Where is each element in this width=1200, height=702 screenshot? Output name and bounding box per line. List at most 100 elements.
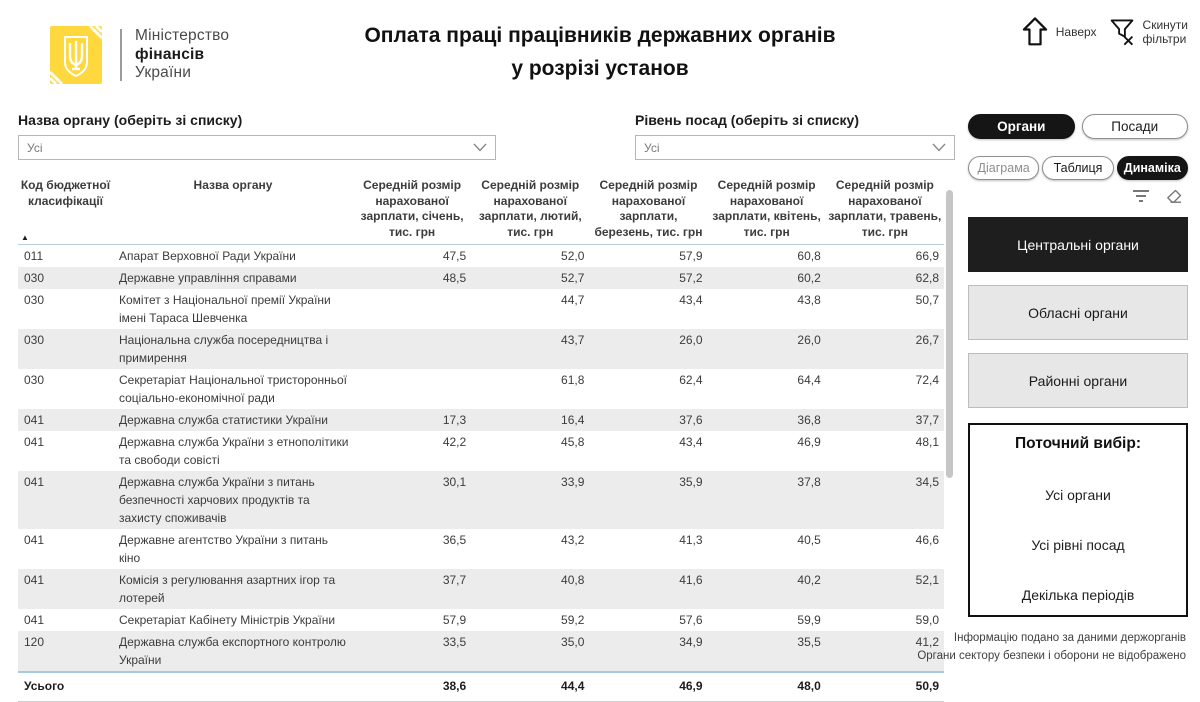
chevron-down-icon: [473, 143, 487, 152]
page-title-line2: у розрізі установ: [511, 56, 689, 80]
cell-salary-value: 37,7: [442, 573, 467, 588]
to-top-button[interactable]: Наверх: [1020, 16, 1097, 48]
column-header-organ[interactable]: Назва органу: [113, 172, 353, 246]
cell-budget-code: 030: [24, 333, 45, 348]
cell-salary-value: [353, 289, 471, 329]
table-header-row: Код бюджетної класифікації ▲ Назва орган…: [18, 172, 944, 246]
table-row[interactable]: 120 Державна служба експортного контролю …: [18, 631, 944, 673]
table-total-row: Усього 38,6 44,4 46,9 48,0 50,9: [18, 671, 944, 702]
cell-organ-name: Державна служба статистики України: [119, 413, 328, 428]
cell-salary-value: 44,7: [561, 293, 585, 308]
cell-budget-code: 041: [24, 413, 45, 428]
logo-divider: [120, 29, 122, 81]
table-row[interactable]: 011 Апарат Верховної Ради України 47,5 52,0…: [18, 245, 944, 268]
tab-table[interactable]: Таблиця: [1042, 156, 1114, 180]
cell-budget-code: 041: [24, 435, 45, 450]
cell-organ-name: Державна служба України з етнополітики т…: [119, 435, 349, 468]
cell-organ-name: Комітет з Національної премії України ім…: [119, 293, 331, 326]
cell-budget-code: 120: [24, 635, 45, 650]
cell-organ-name: Державне управління справами: [119, 271, 297, 286]
organ-filter-dropdown[interactable]: Усі: [18, 135, 496, 160]
selection-item-periods: Декілька періодів: [1021, 587, 1135, 603]
cell-salary-value: 36,8: [797, 413, 821, 428]
up-arrow-icon: [1022, 17, 1047, 46]
footer-note: Інформацію подано за даними держорганів …: [917, 630, 1186, 666]
selection-item-organs: Усі органи: [1045, 487, 1111, 503]
cell-salary-value: 61,8: [561, 373, 585, 388]
tab-dynamics[interactable]: Динаміка: [1116, 156, 1188, 180]
cell-salary-value: 62,4: [679, 373, 703, 388]
cell-budget-code: 041: [24, 533, 45, 548]
column-header-april[interactable]: Середній розмір нарахованої зарплати, кв…: [707, 172, 826, 246]
table-row[interactable]: 041 Секретаріат Кабінету Міністрів Україн…: [18, 609, 944, 631]
minfin-logo: Міністерство фінансів України: [46, 24, 229, 86]
cell-salary-value: 43,2: [561, 533, 585, 548]
table-row[interactable]: 041 Державне агентство України з питань к…: [18, 529, 944, 569]
table-scrollbar[interactable]: [946, 190, 953, 478]
filter-lines-icon[interactable]: [1132, 189, 1150, 205]
cell-budget-code: 041: [24, 613, 45, 628]
cell-salary-value: 35,0: [561, 635, 585, 650]
tab-diagram[interactable]: Діаграма: [968, 156, 1040, 180]
page-title: Оплата праці працівників державних орган…: [290, 20, 910, 85]
cell-salary-value: 37,7: [915, 413, 939, 428]
position-filter-dropdown[interactable]: Усі: [635, 135, 955, 160]
column-header-february[interactable]: Середній розмір нарахованої зарплати, лю…: [471, 172, 590, 246]
table-row[interactable]: 030 Комітет з Національної премії України…: [18, 289, 944, 329]
cell-organ-name: Апарат Верховної Ради України: [119, 249, 296, 264]
cell-budget-code: 011: [24, 249, 44, 264]
cell-budget-code: 041: [24, 475, 45, 490]
cell-organ-name: Секретаріат Кабінету Міністрів України: [119, 613, 336, 628]
cell-budget-code: 030: [24, 271, 45, 286]
cell-salary-value: 33,9: [561, 475, 585, 490]
cell-salary-value: 57,9: [679, 249, 703, 264]
cell-salary-value: 34,5: [915, 475, 939, 490]
cell-salary-value: 52,0: [561, 249, 585, 264]
table-row[interactable]: 030 Державне управління справами 48,5 52,7 5…: [18, 267, 944, 290]
organ-filter-value: Усі: [27, 140, 43, 155]
cell-salary-value: 59,9: [797, 613, 821, 628]
column-header-march[interactable]: Середній розмір нарахованої зарплати, бе…: [589, 172, 708, 246]
central-organs-button[interactable]: Центральні органи: [968, 217, 1188, 272]
cell-salary-value: 26,0: [797, 333, 821, 348]
cell-salary-value: 47,5: [442, 249, 467, 264]
cell-salary-value: 40,2: [797, 573, 821, 588]
cell-salary-value: 40,8: [561, 573, 585, 588]
table-row[interactable]: 041 Державна служба України з питань безп…: [18, 471, 944, 530]
logo-org-line1: Міністерство: [135, 26, 230, 44]
oblast-organs-button[interactable]: Обласні органи: [968, 285, 1188, 340]
cell-salary-value: 57,9: [442, 613, 467, 628]
cell-salary-value: [353, 369, 471, 409]
column-header-may[interactable]: Середній розмір нарахованої зарплати, тр…: [825, 172, 944, 246]
minfin-emblem-icon: [48, 24, 104, 86]
cell-organ-name: Секретаріат Національної тристоронньої с…: [119, 373, 347, 406]
cell-salary-value: 40,5: [797, 533, 821, 548]
cell-organ-name: Державна служба України з питань безпечн…: [119, 475, 315, 526]
total-february: 44,4: [471, 671, 590, 702]
cell-salary-value: 34,9: [679, 635, 703, 650]
cell-salary-value: 48,5: [442, 271, 467, 286]
cell-organ-name: Державне агентство України з питань кіно: [119, 533, 329, 566]
column-header-code[interactable]: Код бюджетної класифікації ▲: [18, 172, 113, 246]
table-row[interactable]: 030 Секретаріат Національної тристоронньо…: [18, 369, 944, 409]
table-row[interactable]: 041 Державна служба України з етнополітик…: [18, 431, 944, 471]
cell-budget-code: 041: [24, 573, 45, 588]
cell-salary-value: 52,7: [561, 271, 585, 286]
cell-salary-value: 30,1: [442, 475, 467, 490]
cell-salary-value: 26,0: [679, 333, 703, 348]
table-row[interactable]: 041 Державна служба статистики України 17,…: [18, 409, 944, 432]
toggle-posady-button[interactable]: Посади: [1081, 114, 1188, 139]
cell-salary-value: 46,6: [915, 533, 939, 548]
cell-organ-name: Комісія з регулювання азартних ігор та л…: [119, 573, 336, 606]
eraser-icon[interactable]: [1166, 189, 1184, 205]
column-header-january[interactable]: Середній розмір нарахованої зарплати, сі…: [353, 172, 472, 246]
current-selection-title: Поточний вибір:: [1015, 435, 1141, 452]
table-row[interactable]: 030 Національна служба посередництва і пр…: [18, 329, 944, 370]
raion-organs-button[interactable]: Районні органи: [968, 353, 1188, 408]
table-row[interactable]: 041 Комісія з регулювання азартних ігор т…: [18, 569, 944, 610]
cell-salary-value: 57,2: [679, 271, 703, 286]
toggle-organy-button[interactable]: Органи: [968, 114, 1075, 139]
cell-salary-value: 35,5: [797, 635, 821, 650]
reset-filters-button[interactable]: Скинути фільтри: [1107, 17, 1188, 47]
cell-salary-value: 16,4: [561, 413, 585, 428]
